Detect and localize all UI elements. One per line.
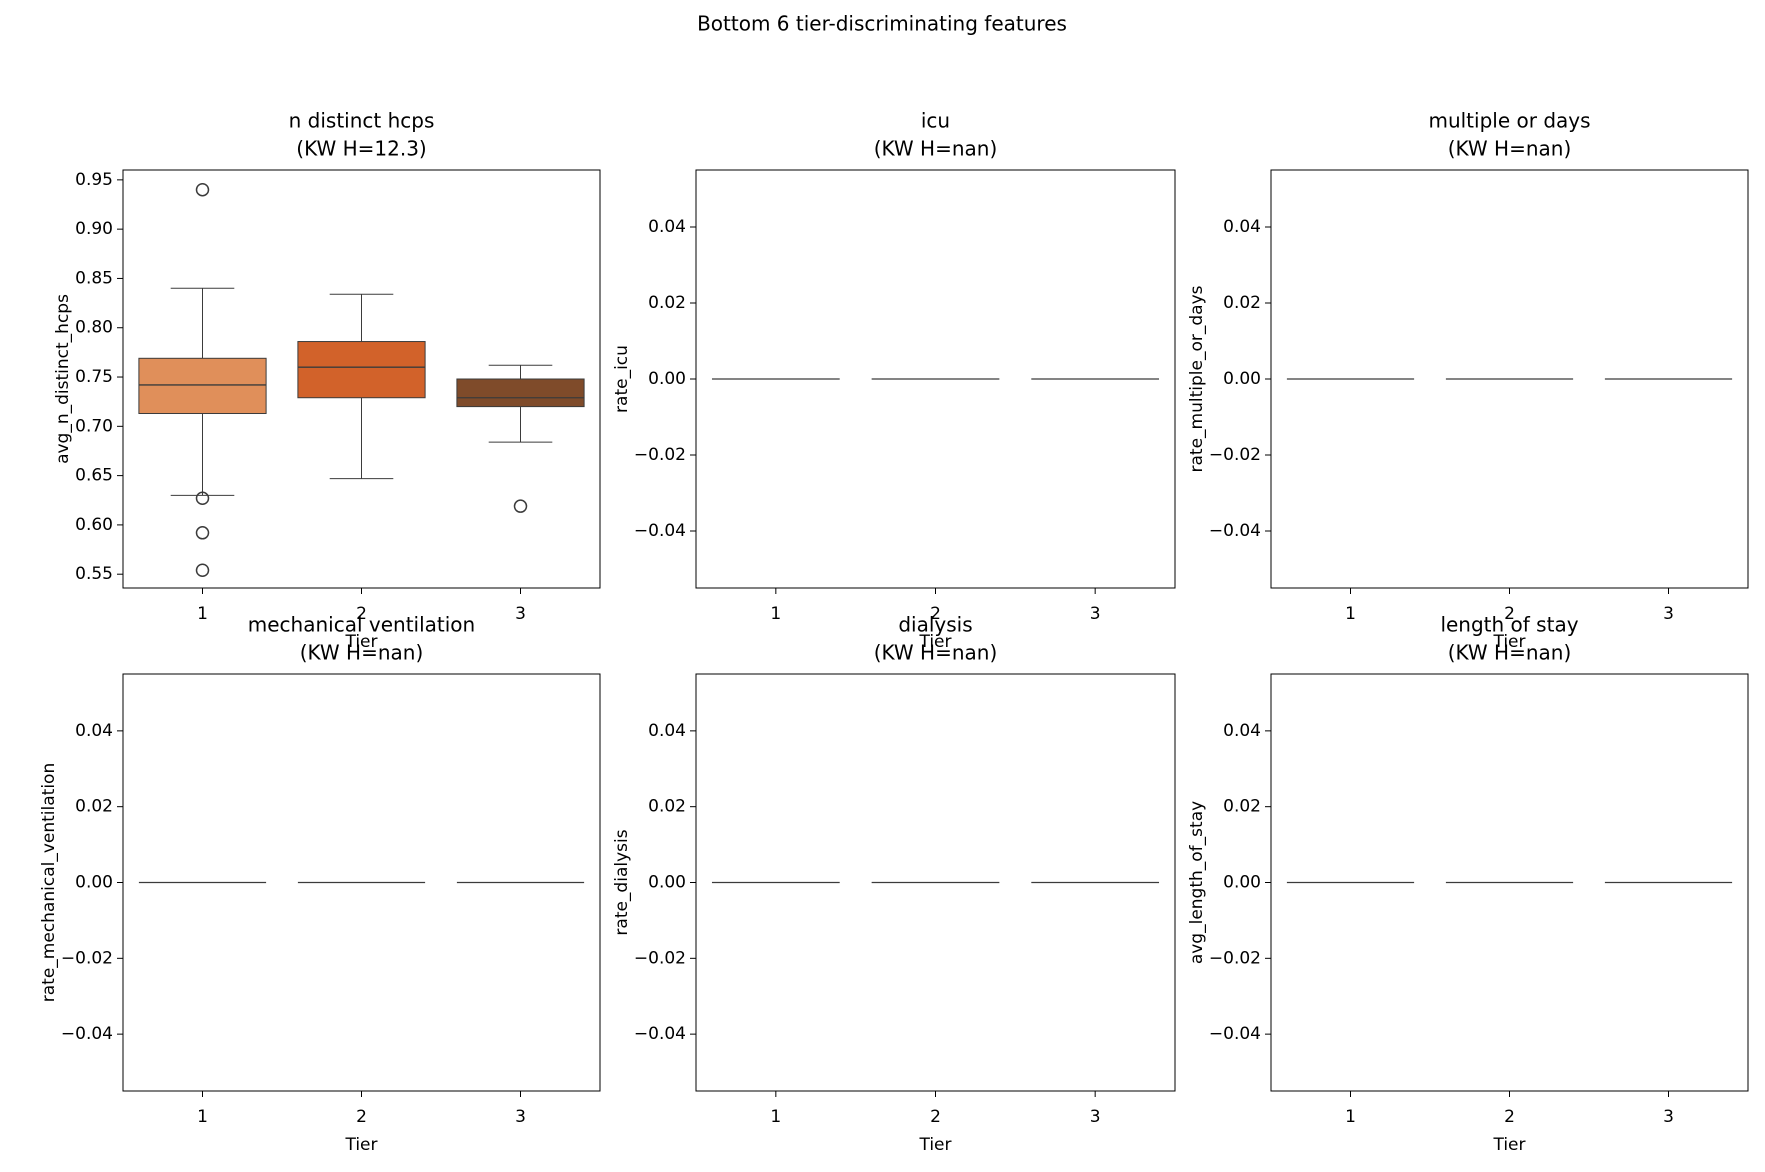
- x-tick-label: 3: [1090, 604, 1101, 624]
- y-tick-label: 0.85: [75, 268, 113, 288]
- y-tick-label: 0.00: [1223, 369, 1261, 389]
- figure-title: Bottom 6 tier-discriminating features: [697, 12, 1067, 36]
- subplot-title: dialysis: [898, 613, 972, 637]
- x-tick-label: 2: [930, 1107, 941, 1127]
- y-tick-label: 0.02: [1223, 797, 1261, 817]
- y-tick-label: −0.02: [634, 445, 686, 465]
- x-tick-label: 1: [197, 1107, 208, 1127]
- y-tick-label: 0.02: [648, 797, 686, 817]
- y-tick-label: 0.02: [648, 293, 686, 313]
- x-tick-label: 2: [356, 604, 367, 624]
- y-tick-label: 0.04: [1223, 721, 1261, 741]
- y-tick-label: 0.04: [1223, 217, 1261, 237]
- box: [297, 341, 426, 399]
- y-tick-label: 0.00: [1223, 873, 1261, 893]
- subplot-subtitle: (KW H=nan): [874, 641, 998, 665]
- y-tick-label: 0.00: [648, 873, 686, 893]
- outlier: [513, 499, 528, 513]
- y-tick-label: 0.80: [75, 318, 113, 338]
- subplot: mechanical ventilation (KW H=nan) −0.04 −0.…: [39, 613, 601, 1155]
- subplot-subtitle: (KW H=nan): [874, 137, 998, 161]
- box: [456, 378, 585, 408]
- x-tick-label: 1: [1345, 604, 1356, 624]
- y-tick-label: −0.02: [1209, 445, 1261, 465]
- axes-frame: [695, 673, 1176, 1092]
- y-tick-label: −0.02: [634, 948, 686, 968]
- y-tick-label: 0.70: [75, 416, 113, 436]
- x-axis-label: Tier: [918, 1135, 951, 1155]
- subplot-subtitle: (KW H=nan): [1448, 641, 1572, 665]
- y-tick-label: 0.90: [75, 219, 113, 239]
- subplot: icu (KW H=nan) −0.04 −0.02 0.00 0.02 0.04 rate_…: [612, 109, 1176, 652]
- subplot-subtitle: (KW H=nan): [1448, 137, 1572, 161]
- y-tick-label: 0.02: [75, 797, 113, 817]
- axes-frame: [122, 673, 601, 1092]
- subplot: multiple or days (KW H=nan) −0.04 −0.02 0.00…: [1187, 109, 1749, 652]
- subplot: dialysis (KW H=nan) −0.04 −0.02 0.00 0.02 0.04…: [612, 613, 1176, 1155]
- x-tick-label: 1: [197, 604, 208, 624]
- subplot-subtitle: (KW H=nan): [300, 641, 424, 665]
- axes-frame: [122, 169, 601, 589]
- y-axis-label: rate_dialysis: [612, 829, 632, 935]
- y-tick-label: −0.02: [1209, 948, 1261, 968]
- x-axis-label: Tier: [344, 632, 377, 652]
- x-axis-label: Tier: [918, 632, 951, 652]
- outlier: [195, 491, 210, 506]
- outlier: [195, 526, 210, 540]
- subplot-title: n distinct hcps: [289, 109, 435, 133]
- axes-frame: [1270, 169, 1749, 589]
- subplot-title: length of stay: [1440, 613, 1578, 637]
- x-axis-label: Tier: [1492, 632, 1525, 652]
- y-tick-label: −0.04: [634, 521, 686, 541]
- y-tick-label: −0.04: [61, 1024, 113, 1044]
- subplot: length of stay (KW H=nan) −0.04 −0.02 0.00 0.…: [1187, 613, 1749, 1155]
- y-tick-label: 0.04: [75, 721, 113, 741]
- y-axis-label: avg_length_of_stay: [1187, 801, 1207, 964]
- y-tick-label: 0.04: [648, 721, 686, 741]
- axes-frame: [1270, 673, 1749, 1092]
- y-axis-label: rate_mechanical_ventilation: [39, 763, 59, 1002]
- y-tick-label: 0.02: [1223, 293, 1261, 313]
- y-tick-label: −0.04: [1209, 1024, 1261, 1044]
- axes-frame: [695, 169, 1176, 589]
- box: [138, 357, 267, 415]
- y-tick-label: 0.00: [75, 873, 113, 893]
- y-tick-label: 0.95: [75, 170, 113, 190]
- x-tick-label: 2: [1504, 1107, 1515, 1127]
- x-tick-label: 2: [1504, 604, 1515, 624]
- x-tick-label: 2: [930, 604, 941, 624]
- y-tick-label: 0.60: [75, 515, 113, 535]
- x-tick-label: 2: [356, 1107, 367, 1127]
- x-tick-label: 3: [1663, 604, 1674, 624]
- subplot: n distinct hcps (KW H=12.3) 0.55 0.60 0.65 0.…: [53, 109, 601, 652]
- y-tick-label: 0.65: [75, 466, 113, 486]
- y-tick-label: −0.02: [61, 948, 113, 968]
- y-tick-label: 0.75: [75, 367, 113, 387]
- x-axis-label: Tier: [344, 1135, 377, 1155]
- x-tick-label: 3: [515, 604, 526, 624]
- y-tick-label: 0.00: [648, 369, 686, 389]
- x-tick-label: 3: [1663, 1107, 1674, 1127]
- outlier: [195, 182, 210, 197]
- x-tick-label: 1: [770, 604, 781, 624]
- y-axis-label: avg_n_distinct_hcps: [53, 294, 73, 464]
- x-tick-label: 3: [515, 1107, 526, 1127]
- x-axis-label: Tier: [1492, 1135, 1525, 1155]
- subplot-title: icu: [921, 109, 950, 133]
- y-axis-label: rate_icu: [612, 345, 632, 413]
- x-tick-label: 3: [1090, 1107, 1101, 1127]
- outlier: [195, 563, 210, 578]
- y-tick-label: 0.04: [648, 217, 686, 237]
- y-axis-label: rate_multiple_or_days: [1187, 285, 1207, 472]
- y-tick-label: 0.55: [75, 564, 113, 584]
- x-tick-label: 1: [770, 1107, 781, 1127]
- subplot-subtitle: (KW H=12.3): [296, 137, 426, 161]
- y-tick-label: −0.04: [634, 1024, 686, 1044]
- subplot-title: mechanical ventilation: [248, 613, 475, 637]
- x-tick-label: 1: [1345, 1107, 1356, 1127]
- y-tick-label: −0.04: [1209, 521, 1261, 541]
- subplot-title: multiple or days: [1428, 109, 1590, 133]
